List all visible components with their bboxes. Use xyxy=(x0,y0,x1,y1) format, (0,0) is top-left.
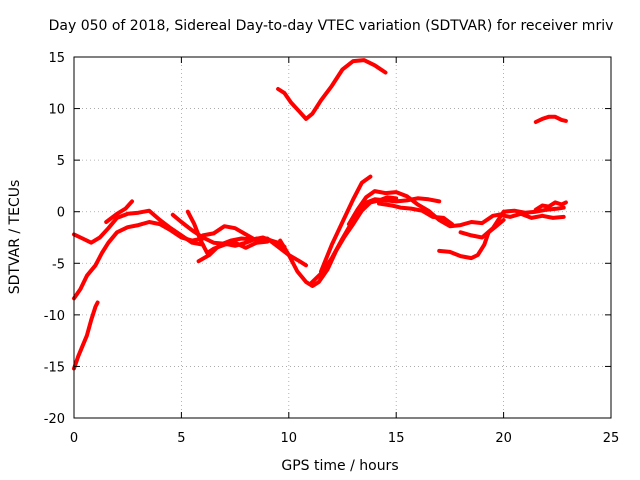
series-line-arc-8 xyxy=(200,224,308,268)
y-tick-label: 5 xyxy=(57,154,65,169)
series-line-arc-19 xyxy=(533,114,568,124)
plot-frame xyxy=(73,56,612,419)
x-tick-label: 10 xyxy=(281,431,298,446)
series-line-arc-14 xyxy=(377,201,454,227)
y-tick-label: -5 xyxy=(52,257,65,272)
x-tick-label: 20 xyxy=(495,431,512,446)
series-line-arc-2 xyxy=(72,220,205,301)
series-line-arc-9 xyxy=(276,58,388,121)
series-line-arc-18 xyxy=(533,200,568,212)
x-tick-label: 5 xyxy=(177,431,185,446)
grid xyxy=(74,57,611,418)
axis-ticks: 0 5 10 15 20 25 -20 -15 -10 -5 0 5 10 15 xyxy=(44,51,620,446)
x-tick-label: 0 xyxy=(70,431,78,446)
y-tick-label: -20 xyxy=(44,412,65,427)
x-tick-label: 15 xyxy=(388,431,405,446)
y-tick-label: 15 xyxy=(48,51,65,66)
series-line-arc-1 xyxy=(72,300,100,371)
series-line-arc-6 xyxy=(185,209,270,255)
series-line-arc-11 xyxy=(308,196,442,286)
series-group xyxy=(72,58,568,371)
series-line-arc-10 xyxy=(278,195,399,288)
y-tick-label: 0 xyxy=(57,206,65,221)
series-line-arc-4 xyxy=(104,199,134,224)
series-line-arc-3 xyxy=(72,208,205,247)
y-tick-label: -15 xyxy=(44,360,65,375)
series-line-arc-17 xyxy=(497,211,566,220)
y-tick-label: -10 xyxy=(44,309,65,324)
x-axis-label: GPS time / hours xyxy=(281,458,398,474)
series-line-arc-16 xyxy=(458,205,566,240)
x-tick-label: 25 xyxy=(603,431,620,446)
series-line-arc-12 xyxy=(319,174,373,274)
y-axis-label: SDTVAR / TECUs xyxy=(7,180,23,295)
y-tick-label: 10 xyxy=(48,103,65,118)
chart-title: Day 050 of 2018, Sidereal Day-to-day VTE… xyxy=(49,18,614,34)
series-line-arc-13 xyxy=(346,189,506,229)
